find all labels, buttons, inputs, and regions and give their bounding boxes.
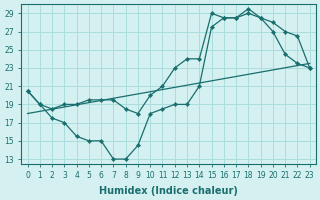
X-axis label: Humidex (Indice chaleur): Humidex (Indice chaleur) bbox=[99, 186, 238, 196]
